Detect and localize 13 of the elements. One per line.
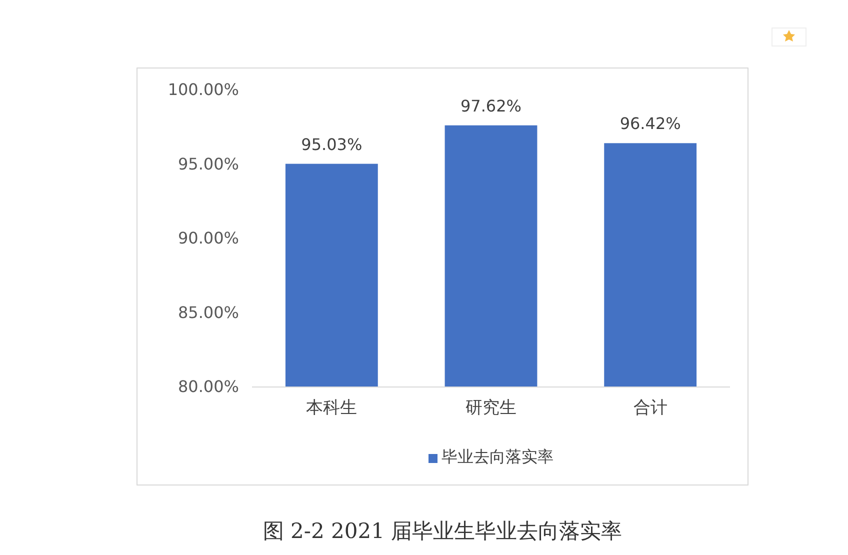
data-label: 96.42% [620,114,681,134]
y-tick-label: 95.00% [178,154,239,174]
y-tick-label: 100.00% [168,80,239,100]
y-tick-label: 80.00% [178,377,239,396]
x-tick-label: 研究生 [466,398,516,418]
legend-label: 毕业去向落实率 [442,447,554,466]
y-tick-label: 90.00% [178,228,239,248]
text: 图 2-2 2021 届毕业生毕业去向落实率 [262,519,622,543]
x-tick-label: 合计 [633,398,668,418]
data-label: 95.03% [301,134,362,154]
data-label: 97.62% [460,96,522,116]
y-tick-label: 85.00% [178,302,239,322]
x-tick-label: 本科生 [306,398,358,418]
